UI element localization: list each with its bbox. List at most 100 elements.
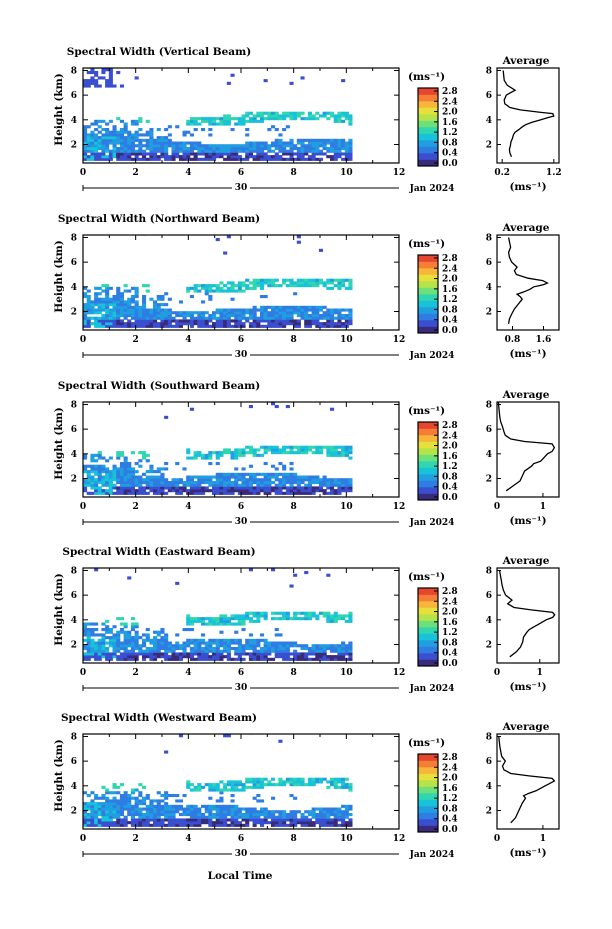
- heatmap-cell: [119, 295, 124, 299]
- heatmap-cell: [304, 617, 309, 621]
- heatmap-cell: [189, 119, 194, 123]
- x-tick-label: 2: [133, 335, 139, 345]
- heatmap-cell: [230, 144, 235, 148]
- heatmap-cell: [97, 489, 102, 493]
- heatmap-cell: [156, 308, 161, 312]
- heatmap-cell: [101, 649, 106, 653]
- heatmap-cell: [164, 138, 169, 142]
- heatmap-cell: [245, 818, 250, 822]
- colorbar-swatch: [418, 633, 438, 641]
- heatmap-cell: [90, 638, 95, 642]
- heatmap-cell: [271, 464, 276, 468]
- heatmap-cell: [252, 649, 257, 653]
- heatmap-cell: [267, 813, 272, 817]
- heatmap-cell: [83, 657, 88, 661]
- heatmap-cell: [318, 810, 323, 814]
- heatmap-cell: [101, 136, 106, 140]
- heatmap-cell: [108, 133, 113, 137]
- heatmap-cell: [153, 644, 158, 648]
- heatmap-cell: [344, 451, 349, 455]
- heatmap-cell: [311, 489, 316, 493]
- heatmap-cell: [223, 813, 228, 817]
- date-label: 30: [235, 849, 248, 859]
- heatmap-cell: [234, 630, 239, 634]
- heatmap-cell: [160, 141, 165, 145]
- heatmap-cell: [167, 644, 172, 648]
- heatmap-cell: [330, 141, 335, 145]
- heatmap-cell: [105, 157, 110, 161]
- heatmap-cell: [212, 314, 217, 318]
- heatmap-cell: [142, 322, 147, 326]
- heatmap-cell: [215, 810, 220, 814]
- heatmap-cell: [94, 149, 99, 153]
- heatmap-cell: [330, 144, 335, 148]
- heatmap-cell: [274, 486, 279, 490]
- heatmap-cell: [300, 813, 305, 817]
- heatmap-cell: [119, 641, 124, 645]
- heatmap-cell: [348, 614, 353, 618]
- heatmap-cell: [116, 300, 121, 304]
- heatmap-cell: [252, 319, 257, 323]
- heatmap-cell: [119, 802, 124, 806]
- heatmap-cell: [315, 652, 320, 656]
- heatmap-cell: [189, 483, 194, 487]
- heatmap-cell: [108, 810, 113, 814]
- heatmap-cell: [130, 657, 135, 661]
- heatmap-cell: [108, 628, 113, 632]
- heatmap-cell: [260, 486, 265, 490]
- heatmap-cell: [94, 464, 99, 468]
- heatmap-cell: [201, 815, 206, 819]
- avg-profile-line: [498, 570, 556, 658]
- heatmap-cell: [94, 152, 99, 156]
- colorbar-swatch: [418, 601, 438, 608]
- heatmap-cell: [197, 144, 202, 148]
- heatmap-cell: [189, 456, 194, 460]
- heatmap-cell: [134, 796, 139, 800]
- heatmap-cell: [101, 467, 106, 471]
- heatmap-cell: [112, 149, 117, 153]
- heatmap-cell: [108, 316, 113, 320]
- heatmap-cell: [293, 818, 298, 822]
- heatmap-cell: [300, 141, 305, 145]
- heatmap-cell: [293, 815, 298, 819]
- heatmap-cell: [263, 478, 268, 482]
- heatmap-cell: [123, 655, 128, 659]
- heatmap-cell: [337, 111, 342, 115]
- colorbar-swatch: [418, 760, 438, 768]
- heatmap-cell: [341, 815, 346, 819]
- heatmap-cell: [123, 303, 128, 307]
- heatmap-cell: [252, 147, 257, 151]
- heatmap-cell: [83, 633, 88, 637]
- heatmap-cell: [271, 486, 276, 490]
- heatmap-cell: [274, 647, 279, 651]
- heatmap-cell: [212, 491, 217, 495]
- heatmap-cell: [208, 475, 213, 479]
- heatmap-cell: [344, 144, 349, 148]
- heatmap-cell: [86, 472, 91, 476]
- heatmap-cell: [326, 147, 331, 151]
- heatmap-cell: [90, 641, 95, 645]
- heatmap-cell: [285, 652, 290, 656]
- heatmap-cell: [304, 281, 309, 285]
- heatmap-cell: [333, 491, 338, 495]
- heatmap-cell: [252, 281, 257, 285]
- colorbar-swatch: [418, 268, 438, 275]
- heatmap-cell: [315, 780, 320, 784]
- heatmap-cell: [219, 475, 224, 479]
- heatmap-cell: [278, 483, 283, 487]
- heatmap-cell: [315, 813, 320, 817]
- heatmap-cell: [282, 652, 287, 656]
- heatmap-cell: [134, 788, 139, 792]
- heatmap-cell: [112, 136, 117, 140]
- heatmap-cell: [263, 638, 268, 642]
- avg-x-label: (ms⁻¹): [509, 847, 546, 859]
- heatmap-cell: [212, 316, 217, 320]
- heatmap-cell: [94, 796, 99, 800]
- heatmap-cell: [97, 141, 102, 145]
- heatmap-cell: [90, 464, 95, 468]
- x-tick-label: 12: [393, 668, 406, 678]
- heatmap-cell: [134, 641, 139, 645]
- heatmap-cell: [260, 657, 265, 661]
- colorbar-tick-label: 2.4: [442, 264, 458, 274]
- heatmap-cell: [94, 136, 99, 140]
